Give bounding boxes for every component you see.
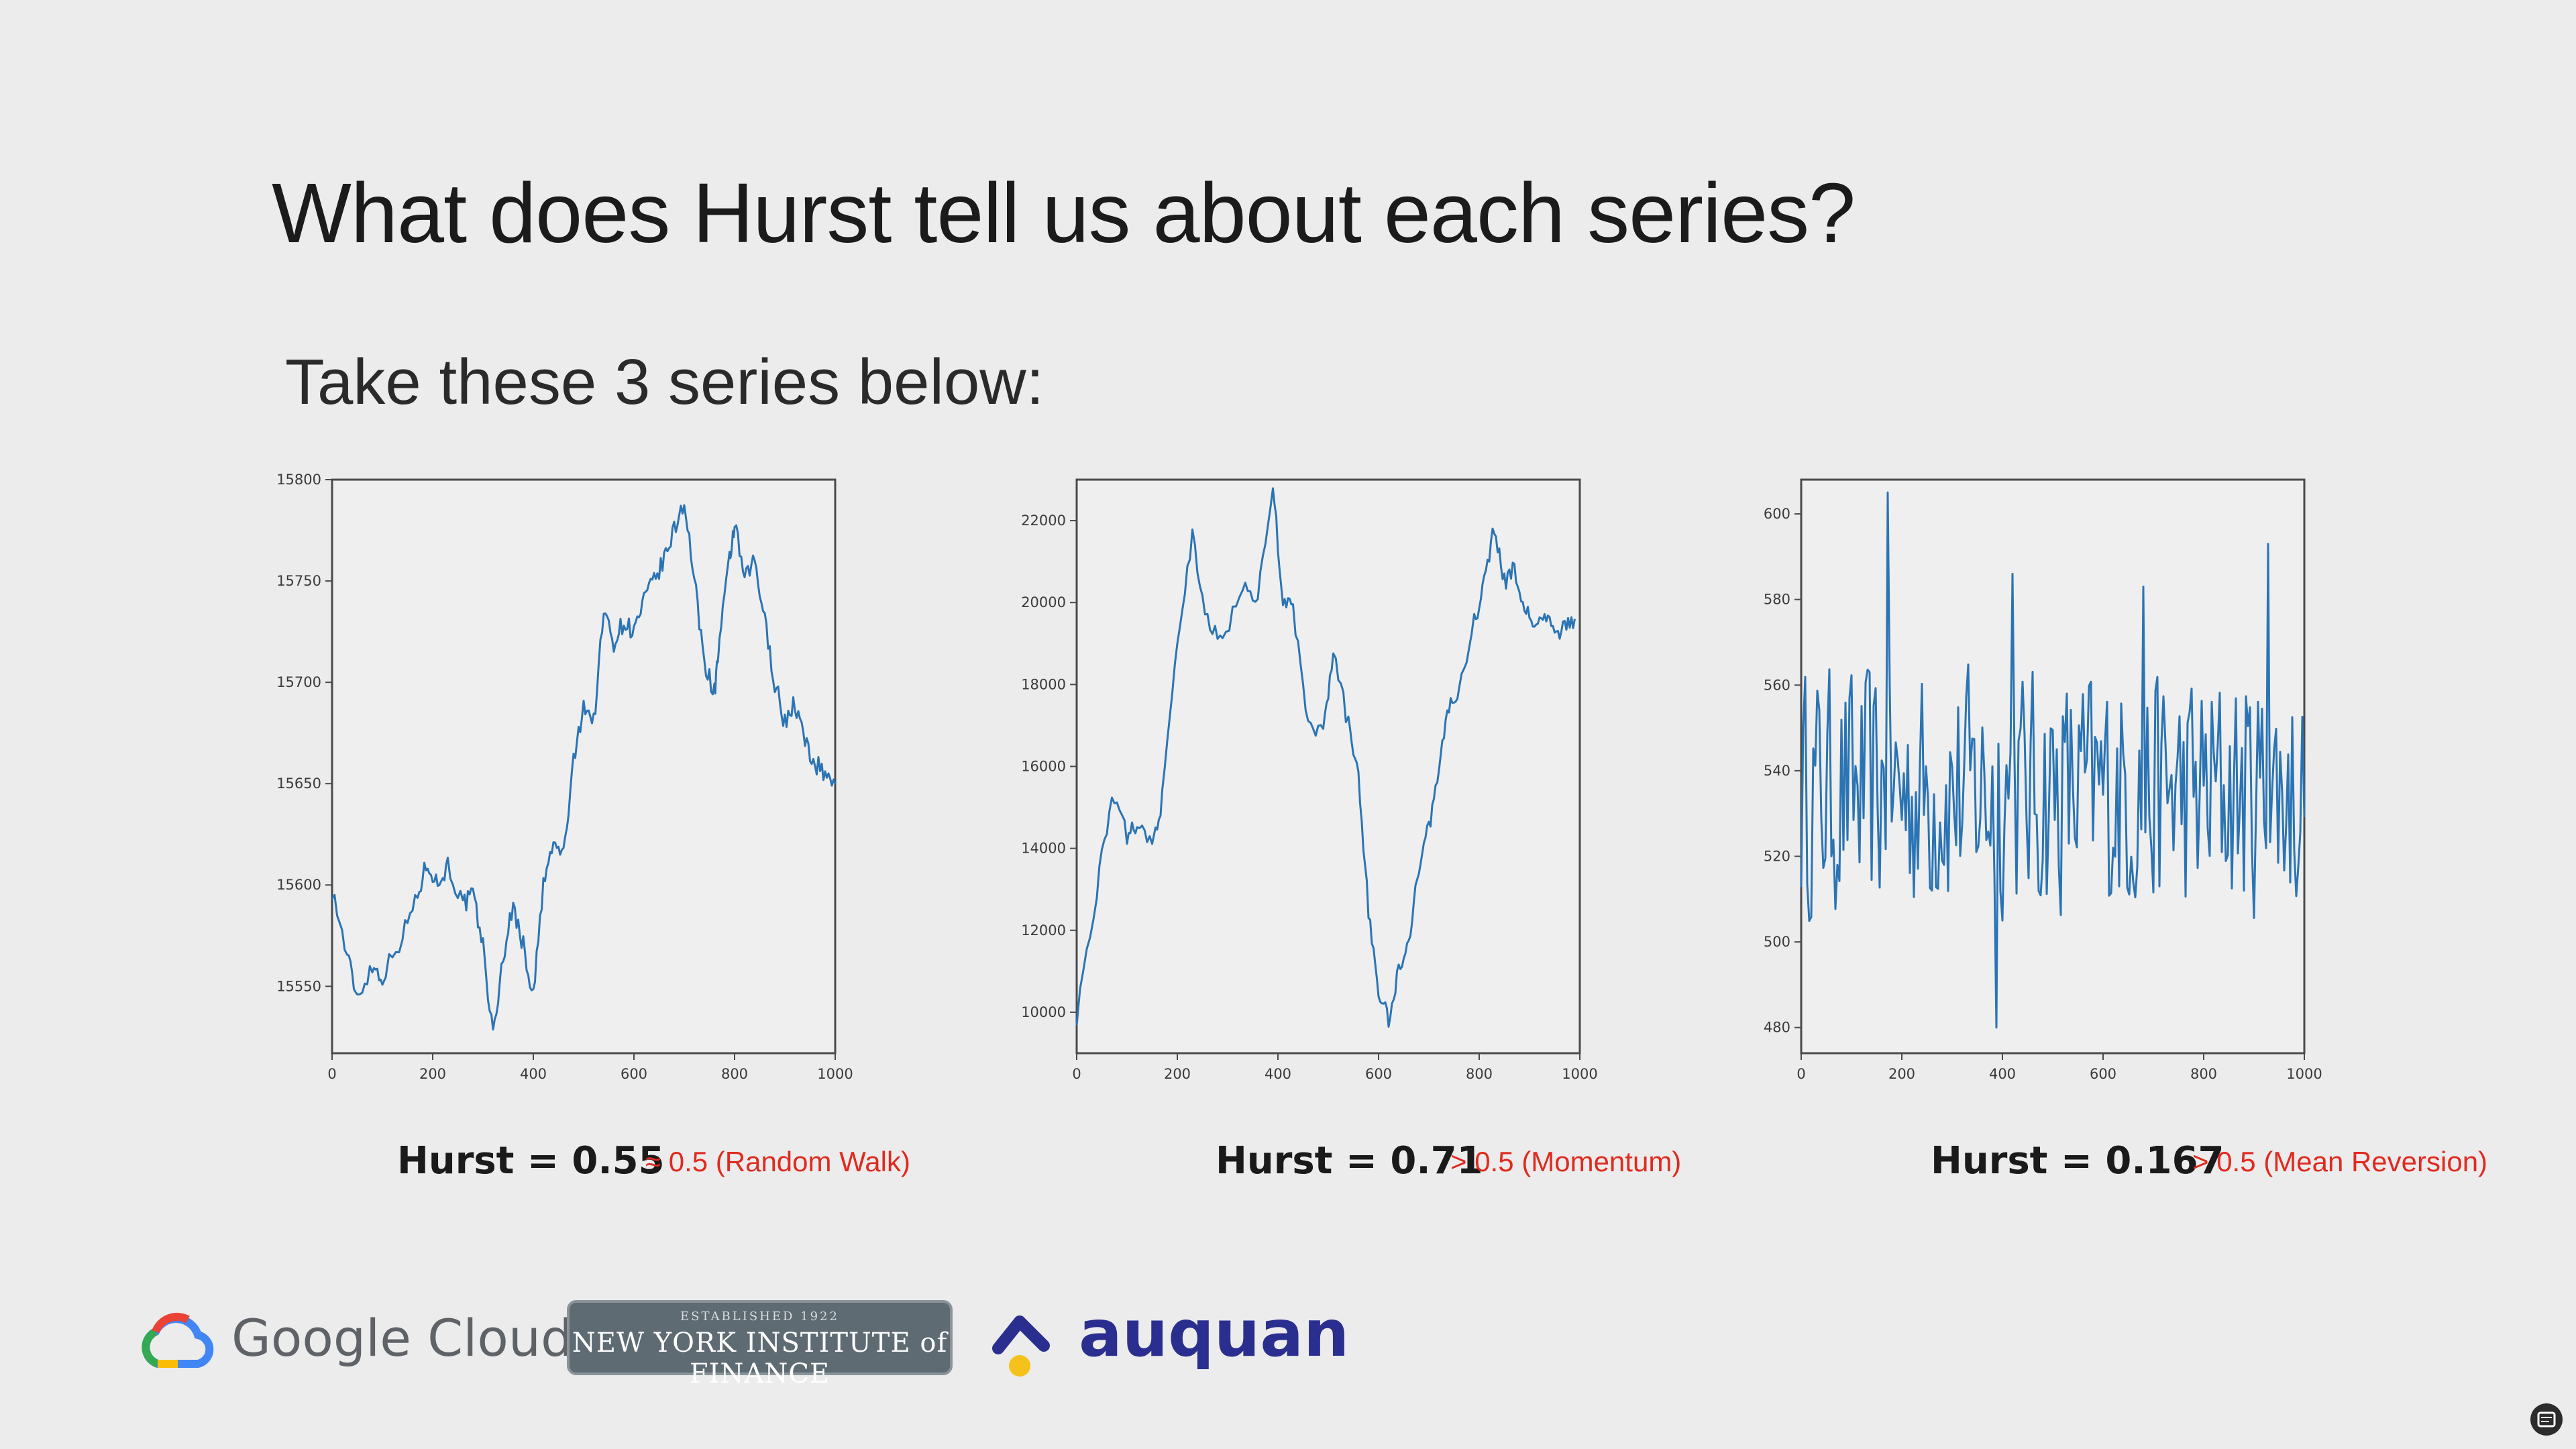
x-tick-label: 0 <box>1796 1066 1805 1082</box>
x-tick-label: 1000 <box>817 1066 853 1082</box>
x-tick-label: 200 <box>419 1066 446 1082</box>
y-tick-label: 580 <box>1764 592 1790 608</box>
y-tick-label: 20000 <box>1021 594 1066 610</box>
y-tick-label: 600 <box>1764 506 1790 522</box>
y-tick-label: 540 <box>1764 763 1790 779</box>
x-tick-label: 0 <box>1072 1066 1081 1082</box>
auquan-icon <box>992 1316 1050 1377</box>
x-tick-label: 800 <box>721 1066 748 1082</box>
y-tick-label: 15600 <box>276 877 321 893</box>
x-tick-label: 200 <box>1888 1066 1915 1082</box>
x-tick-label: 600 <box>621 1066 647 1082</box>
google-cloud-icon <box>142 1312 214 1368</box>
x-tick-label: 600 <box>1365 1066 1392 1082</box>
y-tick-label: 15750 <box>276 573 321 589</box>
hurst-note-2: > 0.5 (Momentum) <box>1450 1146 1682 1177</box>
slide-title: What does Hurst tell us about each serie… <box>272 166 1856 260</box>
chart-random-walk: 0 200 400 600 800 1000 15550 15600 15650 15700 157… <box>276 472 853 1082</box>
x-tick-label: 1000 <box>1562 1066 1597 1082</box>
y-tick-label: 22000 <box>1021 513 1066 529</box>
y-tick-label: 10000 <box>1021 1004 1066 1020</box>
x-tick-label: 400 <box>520 1066 547 1082</box>
series-line <box>331 504 837 1031</box>
x-tick-label: 200 <box>1164 1066 1191 1082</box>
y-tick-label: 500 <box>1764 934 1790 950</box>
hurst-label-3: Hurst = 0.167 <box>1931 1139 2224 1183</box>
hurst-note-1: ≈ 0.5 (Random Walk) <box>645 1146 910 1177</box>
y-tick-label: 12000 <box>1021 922 1066 938</box>
y-tick-label: 14000 <box>1021 841 1066 857</box>
plot-frame <box>1075 478 1581 1055</box>
x-tick-label: 600 <box>2090 1066 2116 1082</box>
x-tick-label: 800 <box>1466 1066 1493 1082</box>
x-tick-label: 400 <box>1989 1066 2016 1082</box>
y-tick-label: 15800 <box>276 472 321 488</box>
chart-momentum: 0 200 400 600 800 1000 10000 12000 14000 16000 180… <box>1021 478 1598 1082</box>
series-line <box>1075 487 1576 1028</box>
chart-mean-reversion: 0 200 400 600 800 1000 480 500 520 540 560 580 600 <box>1764 478 2322 1082</box>
nyif-logo: ESTABLISHED 1922 NEW YORK INSTITUTE of F… <box>567 1300 953 1389</box>
slide-subtitle: Take these 3 series below: <box>285 346 1044 418</box>
nyif-established: ESTABLISHED 1922 <box>680 1309 839 1324</box>
x-tick-label: 1000 <box>2286 1066 2322 1082</box>
x-tick-label: 800 <box>2190 1066 2217 1082</box>
google-cloud-logo-text: Google Cloud <box>231 1308 574 1368</box>
y-tick-label: 480 <box>1764 1020 1790 1036</box>
y-tick-label: 16000 <box>1021 759 1066 775</box>
hurst-note-3: > 0.5 (Mean Reversion) <box>2192 1146 2488 1177</box>
auquan-logo-text: auquan <box>1079 1296 1350 1371</box>
series-line <box>1800 491 2306 1029</box>
nyif-name: NEW YORK INSTITUTE of FINANCE <box>572 1328 948 1389</box>
y-tick-label: 18000 <box>1021 676 1066 692</box>
y-tick-label: 15550 <box>276 978 321 994</box>
camera-icon[interactable] <box>2529 1402 2564 1437</box>
y-tick-label: 520 <box>1764 848 1790 864</box>
hurst-label-2: Hurst = 0.71 <box>1216 1139 1483 1183</box>
hurst-label-1: Hurst = 0.55 <box>397 1139 665 1183</box>
x-tick-label: 0 <box>327 1066 336 1082</box>
y-tick-label: 15650 <box>276 775 321 792</box>
x-tick-label: 400 <box>1265 1066 1291 1082</box>
y-tick-label: 560 <box>1764 677 1790 693</box>
plot-frame <box>331 478 837 1055</box>
y-tick-label: 15700 <box>276 674 321 690</box>
